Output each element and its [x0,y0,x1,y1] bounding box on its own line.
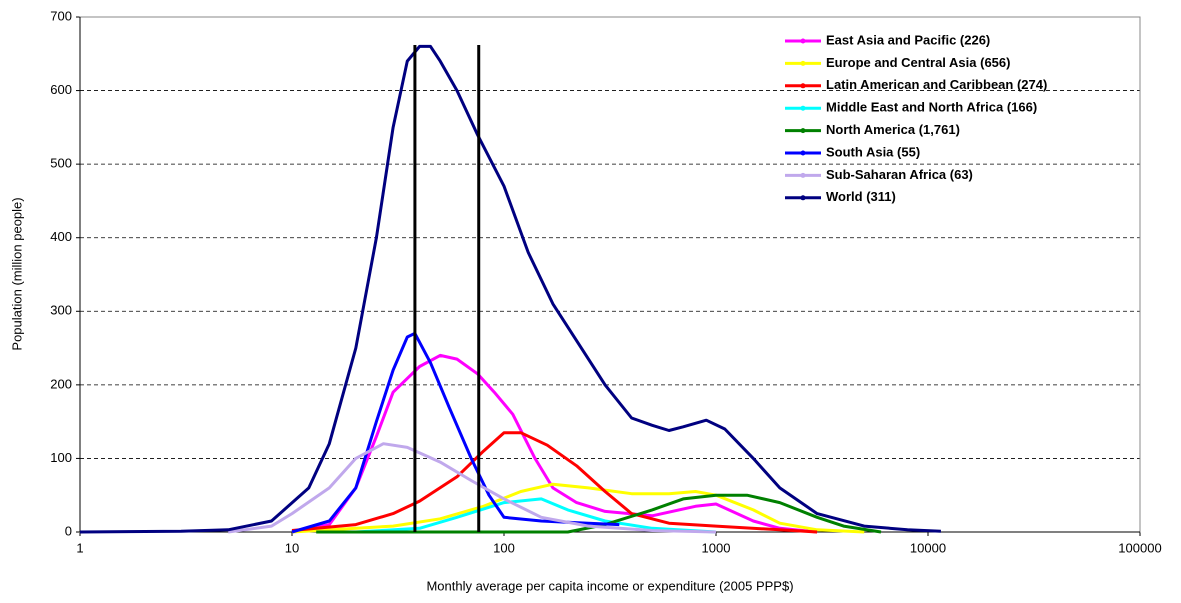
series-line [227,442,717,534]
legend-marker [800,105,806,111]
plot-frame [79,16,1141,533]
y-tick-label: 500 [50,156,72,171]
legend-label: South Asia (55) [826,144,920,159]
legend-marker [800,150,806,156]
legend-label: Middle East and North Africa (166) [826,100,1037,115]
series-line [291,331,620,534]
legend-marker [800,60,806,66]
y-tick-label: 0 [65,523,72,538]
x-tick-label: 100000 [1118,540,1161,555]
series-line [291,353,818,534]
legend-marker [800,38,806,44]
y-tick-label: 600 [50,82,72,97]
x-tick-label: 1000 [702,540,731,555]
y-tick-label: 200 [50,376,72,391]
legend-label: Sub-Saharan Africa (63) [826,167,973,182]
x-tick-label: 10000 [910,540,946,555]
series-line [355,497,717,534]
series-line [291,431,818,534]
legend: East Asia and Pacific (226) Europe and Ce… [785,32,1047,204]
y-tick-label: 100 [50,450,72,465]
series-line [291,482,865,534]
x-axis-label: Monthly average per capita income or exp… [426,578,793,593]
y-tick-label: 300 [50,303,72,318]
legend-marker [800,83,806,89]
x-tick-label: 100 [493,540,515,555]
legend-marker [800,172,806,178]
series-line [79,44,941,534]
legend-label: Europe and Central Asia (656) [826,55,1010,70]
y-tick-label: 400 [50,229,72,244]
y-tick-label: 700 [50,8,72,23]
legend-marker [800,195,806,201]
legend-label: East Asia and Pacific (226) [826,32,990,47]
x-tick-label: 1 [76,540,83,555]
legend-marker [800,128,806,134]
x-tick-label: 10 [285,540,299,555]
y-axis-label: Population (million people) [9,197,24,350]
legend-label: World (311) [826,189,896,204]
legend-label: Latin American and Caribbean (274) [826,77,1047,92]
legend-label: North America (1,761) [826,122,960,137]
